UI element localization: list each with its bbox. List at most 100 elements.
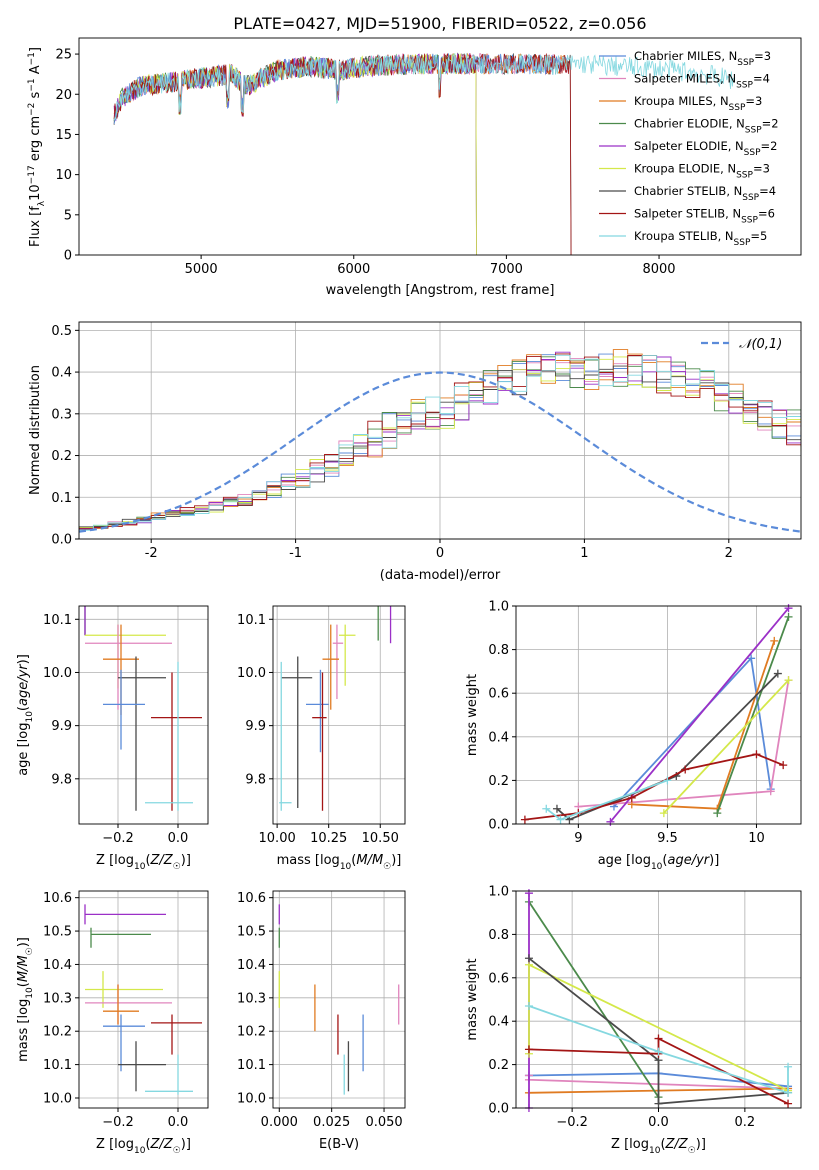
marker-kroupa_stelib [524,1002,533,1011]
y-tick-label: 0.2 [488,774,509,789]
marker-chabrier_miles [747,654,756,663]
series-kroupa_stelib [528,1005,789,1095]
y-tick-label: 0.4 [51,366,72,381]
x-tick-label: 10.00 [259,831,296,846]
y-tick-label: 10.3 [43,991,72,1006]
series-kroupa_stelib [545,779,668,821]
mass_vs_ebv-labels: E(B-V) [319,1137,359,1152]
age_vs_Z-panel: −0.2 0.0 9.8 9.9 10.0 10.1 [43,605,209,846]
marker-kroupa_elodie [784,676,793,685]
marker-salpeter_elodie [606,817,615,826]
y-tick-label: 0.0 [51,533,72,548]
axes-frame [272,605,406,825]
figure-title: PLATE=0427, MJD=51900, FIBERID=0522, z=0… [233,14,646,33]
y-tick-label: 10.5 [43,925,72,940]
legend-label: Chabrier STELIB, NSSP=4 [634,184,776,203]
axes-frame [78,605,209,825]
x-tick-label: 0.025 [313,1115,350,1130]
y-tick-label: 10 [55,168,72,183]
legend-label: Salpeter MILES, NSSP=4 [634,72,770,91]
y-axis-label: mass weight [465,674,480,756]
series-salpeter_elodie [113,53,477,255]
x-tick-label: −0.2 [102,1115,134,1130]
x-tick-label: 5000 [185,262,218,277]
y-tick-label: 10.5 [237,925,266,940]
y-axis-label: Normed distribution [28,365,43,495]
marker-salpeter_elodie [784,604,793,613]
y-tick-label: 0 [64,249,72,264]
legend-label: Chabrier MILES, NSSP=3 [634,49,771,68]
series-salpeter_stelib [528,1037,789,1105]
x-tick-label: 7000 [490,262,523,277]
y-tick-label: 10.6 [43,891,72,906]
marker-salpeter_stelib [752,750,761,759]
y-tick-label: 1.0 [488,885,509,900]
hist-chabrier_stelib [79,355,801,539]
age_vs_mass-panel: 10.00 10.25 10.50 9.8 9.9 10.0 10.1 [237,605,406,846]
marker-kroupa_stelib [663,776,672,785]
x-tick-label: 10.25 [310,831,347,846]
marker-chabrier_stelib [524,954,533,963]
y-tick-label: 0.1 [51,491,72,506]
marker-salpeter_stelib [779,761,788,770]
series-chabrier_stelib [528,957,789,1105]
y-tick-label: 10.6 [237,891,266,906]
marker-salpeter_stelib [681,765,690,774]
legend-label: Kroupa STELIB, NSSP=5 [634,229,767,248]
y-tick-label: 10.0 [43,1091,72,1106]
y-tick-label: 10.2 [43,1025,72,1040]
x-tick-label: −0.2 [102,831,134,846]
y-tick-label: 10.0 [237,1091,266,1106]
legend-label: Salpeter STELIB, NSSP=6 [634,207,775,226]
y-axis-label: mass [log10(M/M☉)] [16,937,35,1062]
marker-kroupa_stelib [556,815,565,824]
axes-frame [272,890,406,1109]
y-tick-label: 9.9 [51,719,72,734]
normal-curve [78,371,802,533]
y-tick-label: 10.4 [43,958,72,973]
marker-chabrier_elodie [713,809,722,818]
y-tick-label: 10.1 [237,1058,266,1073]
x-tick-label: 0.0 [168,831,189,846]
marker-chabrier_stelib [552,804,561,813]
mass_vs_Z-labels: Z [log10(Z/Z☉)] mass [log10(M/M☉)] [16,937,191,1156]
marker-kroupa_miles [770,636,779,645]
axes-frame [515,890,802,1109]
y-tick-label: 0.4 [488,1015,509,1030]
legend-label: 𝒩(0,1) [739,337,782,352]
series-kroupa_elodie [663,679,790,814]
y-tick-label: 9.8 [51,772,72,787]
hist-kroupa_stelib [79,354,801,539]
age_vs_mass-labels: mass [log10(M/M☉)] [277,853,402,872]
y-tick-label: 10.0 [43,666,72,681]
massweight_vs_Z-panel: −0.2 0.0 0.2 0.0 0.2 0.4 0.6 0.8 1.0 [488,885,802,1130]
y-tick-label: 10.3 [237,991,266,1006]
series-chabrier_stelib [113,52,572,255]
x-tick-label: 9.5 [657,831,678,846]
x-tick-label: -2 [145,546,158,561]
x-tick-label: 2 [725,546,733,561]
x-tick-label: 0.000 [261,1115,298,1130]
legend-label: Salpeter ELODIE, NSSP=2 [634,139,777,158]
legend-label: Chabrier ELODIE, NSSP=2 [634,117,779,136]
y-tick-label: 25 [55,48,72,63]
y-tick-label: 15 [55,128,72,143]
marker-salpeter_stelib [627,793,636,802]
marker-salpeter_stelib [524,1045,533,1054]
marker-kroupa_stelib [784,1062,793,1071]
y-tick-label: 0.3 [51,407,72,422]
x-tick-label: -1 [289,546,302,561]
x-tick-label: 9 [574,831,582,846]
age_vs_Z-labels: Z [log10(Z/Z☉)] age [log10(age/yr)] [16,654,191,872]
x-axis-label: Z [log10(Z/Z☉)] [611,1137,706,1156]
y-tick-label: 0.2 [488,1058,509,1073]
hist-kroupa_elodie [79,356,801,539]
y-tick-label: 10.4 [237,958,266,973]
y-tick-label: 0.6 [488,687,509,702]
x-tick-label: 10 [748,831,765,846]
x-tick-label: 1 [580,546,588,561]
series-kroupa_stelib [113,53,736,121]
y-axis-label: age [log10(age/yr)] [16,654,35,776]
x-tick-label: 10.50 [362,831,399,846]
mass_vs_Z-panel: −0.2 0.0 10.0 10.1 10.2 10.3 10.4 10.5 10.6 [43,890,209,1130]
